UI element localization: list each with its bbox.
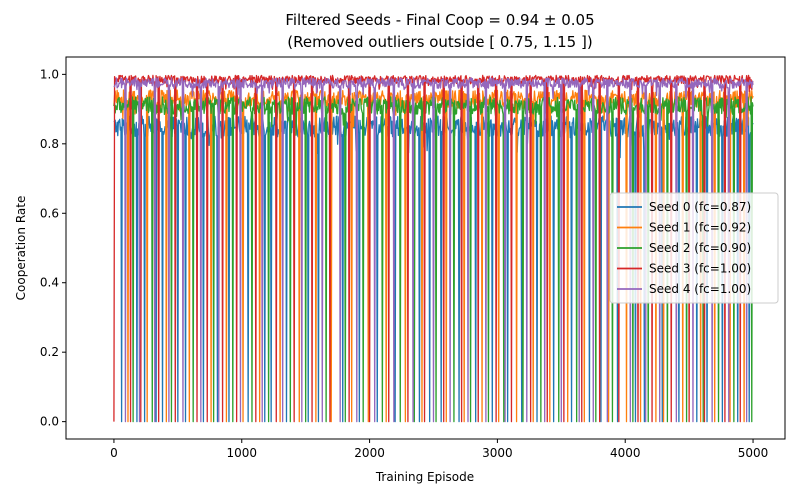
legend-label-seed-2: Seed 2 (fc=0.90)	[649, 241, 751, 255]
y-tick-label: 0.8	[40, 137, 59, 151]
series-line-seed-4	[113, 77, 754, 423]
legend-label-seed-3: Seed 3 (fc=1.00)	[649, 262, 751, 276]
x-tick-label: 1000	[226, 446, 257, 460]
x-axis-label: Training Episode	[375, 470, 474, 484]
plot-frame	[65, 56, 786, 440]
series-group	[113, 74, 754, 423]
y-tick-label: 1.0	[40, 67, 59, 81]
plot-area	[65, 56, 786, 440]
x-tick-label: 0	[110, 446, 118, 460]
legend-label-seed-4: Seed 4 (fc=1.00)	[649, 282, 751, 296]
legend-frame	[609, 192, 779, 304]
y-tick-label: 0.2	[40, 345, 59, 359]
x-tick-label: 5000	[738, 446, 769, 460]
y-tick-label: 0.0	[40, 415, 59, 429]
chart-title: Filtered Seeds - Final Coop = 0.94 ± 0.0…	[285, 11, 594, 29]
x-tick-label: 2000	[354, 446, 385, 460]
legend-label-seed-0: Seed 0 (fc=0.87)	[649, 200, 751, 214]
y-tick-label: 0.6	[40, 206, 59, 220]
legend: Seed 0 (fc=0.87) Seed 1 (fc=0.92) Seed 2 (…	[609, 192, 779, 304]
y-tick-label: 0.4	[40, 276, 59, 290]
chart-subtitle: (Removed outliers outside [ 0.75, 1.15 ]…	[287, 33, 592, 51]
legend-label-seed-1: Seed 1 (fc=0.92)	[649, 221, 751, 235]
y-axis: 0.0 0.2 0.4 0.6 0.8 1.0	[40, 67, 66, 429]
x-axis: 0 1000 2000 3000 4000 5000	[110, 439, 768, 460]
y-axis-label: Cooperation Rate	[14, 196, 28, 301]
x-tick-label: 4000	[610, 446, 641, 460]
x-tick-label: 3000	[482, 446, 513, 460]
